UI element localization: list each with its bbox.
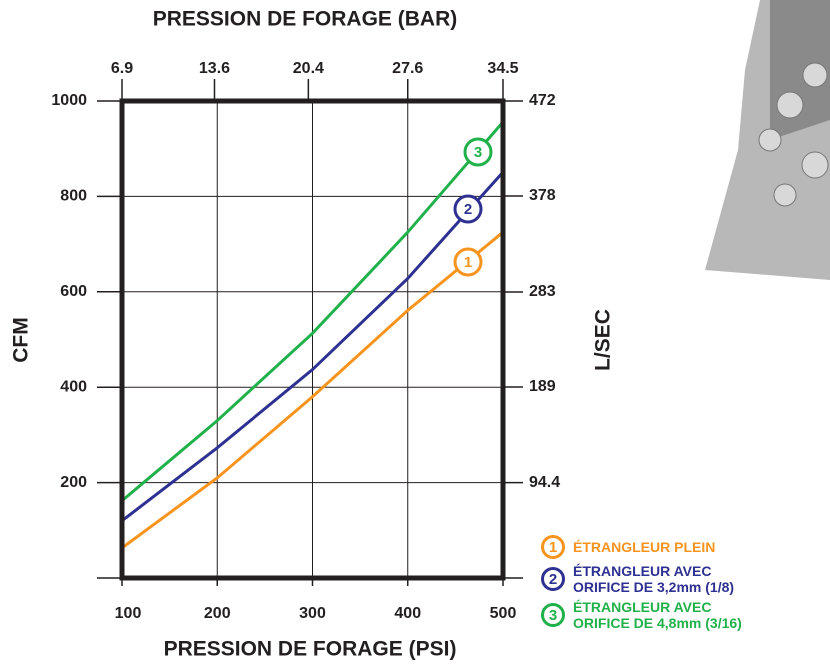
y2-tick-label: 472 xyxy=(529,92,556,109)
legend-entry: 2 ÉTRANGLEUR AVEC ORIFICE DE 3,2mm (1/8) xyxy=(541,563,742,595)
legend-entry: 1 ÉTRANGLEUR PLEIN xyxy=(541,535,742,559)
x2-tick-label: 27.6 xyxy=(392,60,423,77)
photo xyxy=(705,0,830,280)
x-tick-label: 100 xyxy=(115,605,142,622)
legend-entry: 3 ÉTRANGLEUR AVEC ORIFICE DE 4,8mm (3/16) xyxy=(541,599,742,631)
y-tick-label: 1000 xyxy=(51,92,87,109)
legend-number: 1 xyxy=(541,535,565,559)
x-axis-title: PRESSION DE FORAGE (PSI) xyxy=(164,638,457,661)
y2-tick-label: 283 xyxy=(529,283,556,300)
legend-label: ÉTRANGLEUR AVEC ORIFICE DE 4,8mm (3/16) xyxy=(573,599,742,631)
y2-tick-label: 189 xyxy=(529,378,556,395)
top-axis-title: PRESSION DE FORAGE (BAR) xyxy=(153,8,458,31)
legend-label: ÉTRANGLEUR PLEIN xyxy=(573,539,715,555)
legend: 1 ÉTRANGLEUR PLEIN 2 ÉTRANGLEUR AVEC ORIFIC… xyxy=(541,535,742,635)
x2-tick-label: 20.4 xyxy=(293,60,324,77)
x2-tick-label: 13.6 xyxy=(199,60,230,77)
y2-tick-label: 94.4 xyxy=(529,474,560,491)
y2-axis-title: L/SEC xyxy=(592,309,615,371)
y-tick-label: 400 xyxy=(60,378,87,395)
page: PRESSION DE FORAGE (BAR) PRESSION DE FOR… xyxy=(0,0,830,669)
x2-tick-label: 34.5 xyxy=(487,60,518,77)
series-badge-number: 2 xyxy=(464,201,472,218)
legend-number: 3 xyxy=(541,603,565,627)
x2-tick-label: 6.9 xyxy=(111,60,133,77)
series-badge-number: 3 xyxy=(474,144,482,161)
y-tick-label: 800 xyxy=(60,188,87,205)
x-tick-label: 200 xyxy=(204,605,231,622)
y-tick-label: 200 xyxy=(60,474,87,491)
x-tick-label: 300 xyxy=(299,605,326,622)
y-tick-label: 600 xyxy=(60,283,87,300)
x-tick-label: 400 xyxy=(394,605,421,622)
legend-number: 2 xyxy=(541,567,565,591)
x-tick-label: 500 xyxy=(490,605,517,622)
series-badge-number: 1 xyxy=(464,254,472,271)
y-axis-title: CFM xyxy=(10,317,33,363)
y2-tick-label: 378 xyxy=(529,187,556,204)
legend-label: ÉTRANGLEUR AVEC ORIFICE DE 3,2mm (1/8) xyxy=(573,563,734,595)
